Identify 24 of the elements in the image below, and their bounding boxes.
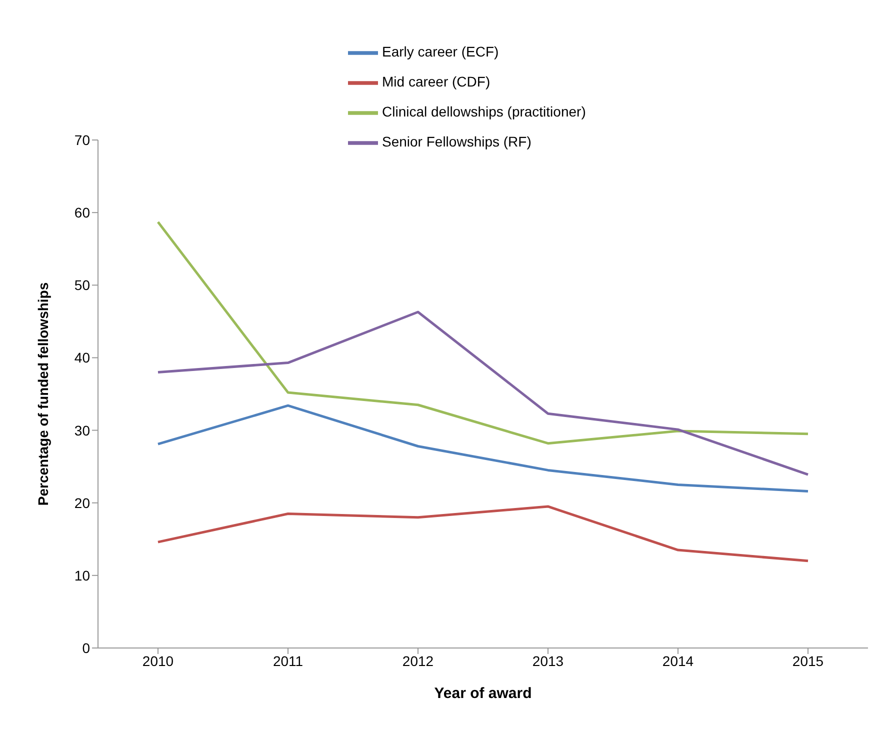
y-tick-label: 10 (74, 567, 90, 584)
line-series (156, 404, 810, 492)
y-tick-label: 50 (74, 277, 90, 294)
x-tick-label: 2014 (662, 652, 694, 669)
y-axis-title: Percentage of funded fellowships (34, 282, 51, 506)
y-tick-label: 70 (74, 132, 90, 148)
line-series (156, 310, 810, 476)
y-tick-label: 30 (74, 422, 90, 438)
legend-label: Clinical dellowships (practitioner) (382, 104, 586, 120)
y-tick-label: 20 (74, 494, 90, 511)
y-tick-label: 0 (82, 640, 90, 656)
x-tick-label: 2013 (532, 652, 564, 669)
x-axis-title: Year of award (434, 685, 532, 702)
x-tick-label: 2011 (272, 652, 304, 669)
legend-label: Senior Fellowships (RF) (382, 134, 532, 150)
legend-label: Mid career (CDF) (382, 74, 490, 90)
x-tick-label: 2015 (792, 652, 824, 669)
x-tick-label: 2012 (402, 652, 434, 669)
legend-label: Early career (ECF) (382, 44, 499, 60)
line-series (156, 220, 810, 445)
y-tick-label: 60 (74, 204, 90, 221)
x-tick-label: 2010 (142, 652, 174, 669)
line-series (156, 505, 810, 562)
y-tick-label: 40 (74, 350, 90, 366)
